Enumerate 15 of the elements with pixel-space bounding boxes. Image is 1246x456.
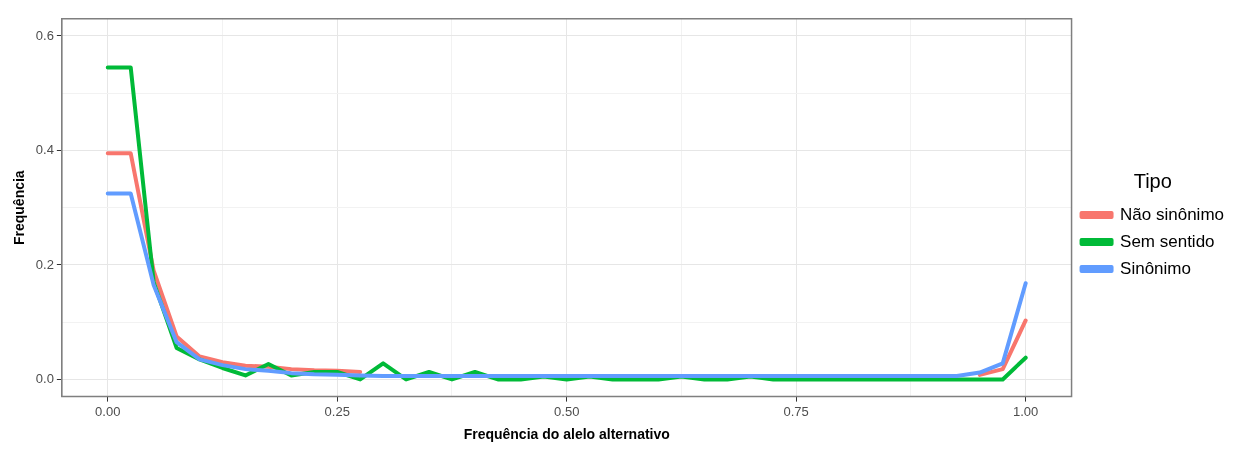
legend-label: Não sinônimo xyxy=(1120,204,1225,224)
y-tick-label: 0.2 xyxy=(35,256,54,272)
y-tick-label: 0.6 xyxy=(35,27,54,43)
legend-title: Tipo xyxy=(1133,170,1172,193)
x-tick-label: 0.75 xyxy=(783,403,809,419)
legend-label: Sem sentido xyxy=(1120,231,1215,251)
x-tick-label: 0.00 xyxy=(95,403,121,419)
y-tick-label: 0.4 xyxy=(35,142,54,158)
y-tick-label: 0.0 xyxy=(35,371,54,387)
legend-label: Sinônimo xyxy=(1120,258,1191,278)
x-tick-label: 0.50 xyxy=(554,403,580,419)
x-axis-title: Frequência do alelo alternativo xyxy=(463,426,670,443)
x-tick-label: 0.25 xyxy=(324,403,350,419)
y-axis-title: Frequência xyxy=(11,170,28,246)
x-tick-label: 1.00 xyxy=(1013,403,1039,419)
